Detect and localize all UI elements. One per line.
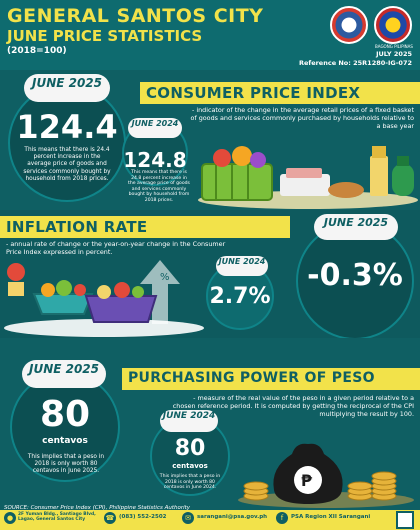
money-bag-illustration: ₱ <box>238 443 414 508</box>
footer-phone[interactable]: (083) 552-2502 <box>119 514 167 520</box>
ppp-description: - measure of the real value of the peso … <box>172 394 414 418</box>
inflation-prev-value: 2.7% <box>209 284 271 309</box>
ppp-title: PURCHASING POWER OF PESO <box>128 370 375 386</box>
grocery-illustration <box>198 146 418 209</box>
ppp-current-label: JUNE 2025 <box>22 360 106 388</box>
ppp-current-circle <box>10 372 120 482</box>
ppp-prev-label: JUNE 2024 <box>160 410 218 432</box>
source-note: SOURCE: Consumer Price Index (CPI), Phil… <box>4 505 191 511</box>
cpi-prev-note: This means that there is 24.8 percent in… <box>128 170 190 203</box>
facebook-icon: f <box>276 512 288 524</box>
logo-caption: BAGONG PILIPINAS <box>375 44 413 49</box>
ppp-prev-unit: centavos <box>172 462 208 470</box>
shopping-basket-illustration: % <box>4 260 204 337</box>
ppp-title-band <box>122 368 420 390</box>
location-icon: ● <box>4 512 16 524</box>
cpi-title: CONSUMER PRICE INDEX <box>146 84 361 102</box>
cpi-prev-label-text: JUNE 2024 <box>131 119 179 128</box>
footer-email[interactable]: sarangani@psa.gov.ph <box>197 514 268 520</box>
psa-logo <box>330 6 368 44</box>
reference-number: Reference No: 25R1280-IG-072 <box>298 59 412 67</box>
inflation-current-label-text: JUNE 2025 <box>323 216 389 229</box>
logos <box>324 6 412 44</box>
footer-address: 2F Yuman Bldg., Santiago Blvd, Lagao, Ge… <box>18 512 96 523</box>
ppp-prev-label-text: JUNE 2024 <box>162 411 216 421</box>
bagong-pilipinas-logo <box>374 6 412 44</box>
cpi-prev-label: JUNE 2024 <box>128 118 182 138</box>
cpi-prev-value: 124.8 <box>123 148 187 172</box>
inflation-title: INFLATION RATE <box>6 218 148 236</box>
ppp-current-unit: centavos <box>42 436 88 446</box>
cpi-current-note: This means that there is 24.4 percent in… <box>23 147 111 182</box>
phone-icon: ☎ <box>104 512 116 524</box>
ppp-prev-value: 80 <box>174 436 206 461</box>
qr-code[interactable] <box>396 511 414 529</box>
cpi-current-label: JUNE 2025 <box>24 74 110 102</box>
page-title: GENERAL SANTOS CITY <box>7 5 264 27</box>
inflation-prev-label: JUNE 2024 <box>216 256 268 276</box>
cpi-current-label-text: JUNE 2025 <box>31 76 103 90</box>
inflation-title-band <box>0 216 290 238</box>
ppp-current-label-text: JUNE 2025 <box>28 362 100 376</box>
svg-text:₱: ₱ <box>301 471 313 490</box>
cpi-description: - indicator of the change in the average… <box>190 106 415 130</box>
email-icon: ✉ <box>182 512 194 524</box>
inflation-description: - annual rate of change or the year-on-y… <box>6 240 226 256</box>
inflation-prev-label-text: JUNE 2024 <box>218 257 266 266</box>
release-date: JULY 2025 <box>376 50 412 58</box>
cpi-current-value: 124.4 <box>16 108 118 146</box>
page-subtitle: JUNE PRICE STATISTICS <box>7 27 203 45</box>
cpi-title-band <box>140 82 420 104</box>
svg-text:%: % <box>160 272 170 283</box>
ppp-current-value: 80 <box>39 394 91 435</box>
footer-facebook[interactable]: PSA Region XII Sarangani <box>291 514 371 520</box>
inflation-current-label: JUNE 2025 <box>314 214 398 240</box>
inflation-current-value: -0.3% <box>307 258 403 293</box>
base-year: (2018=100) <box>7 46 67 56</box>
ppp-prev-note: This implies that a peso in 2018 is only… <box>159 474 221 491</box>
ppp-current-note: This implies that a peso in 2018 is only… <box>27 454 105 475</box>
